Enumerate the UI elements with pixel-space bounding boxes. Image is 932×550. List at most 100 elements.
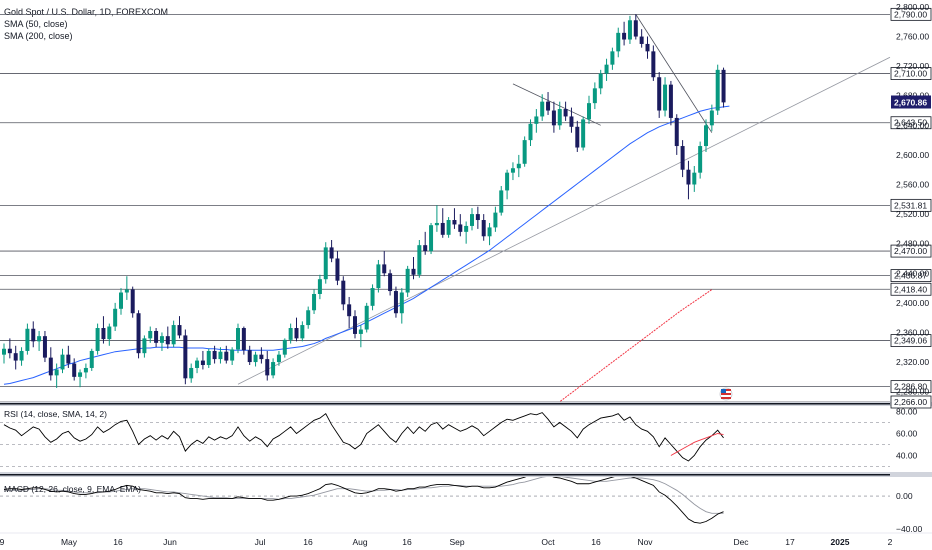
candle-body [505, 172, 510, 191]
candle-body [645, 43, 650, 52]
level-label: 2,710.00 [894, 69, 927, 79]
candle-body [2, 348, 6, 355]
candle-body [7, 348, 12, 354]
candle-body [557, 109, 562, 126]
sma50-legend[interactable]: SMA (50, close) [4, 19, 68, 29]
candle-body [704, 125, 708, 147]
sma200-line [560, 289, 713, 402]
macd-legend[interactable]: MACD (12, 26, close, 9, EMA, EMA) [4, 484, 141, 494]
level-label: 2,790.00 [894, 9, 927, 19]
candle-body [575, 126, 580, 148]
candle-body [236, 328, 240, 350]
y-tick-label: 2,280.00 [896, 387, 929, 397]
candle-body [306, 310, 311, 326]
macd-signal-line [3, 475, 724, 514]
candle-body [212, 350, 217, 360]
candle-body [241, 328, 246, 351]
candle-body [592, 88, 597, 104]
candle-body [493, 212, 498, 228]
candle-body [247, 350, 252, 363]
us-flag-icon-stripe [721, 397, 731, 399]
y-tick-label: 2,320.00 [896, 357, 929, 367]
candle-body [668, 84, 673, 118]
level-label-box [890, 7, 932, 21]
candle-body [66, 354, 71, 364]
candle-body [89, 350, 94, 368]
us-flag-icon-stripe [721, 393, 731, 395]
level-label: 2,266.00 [894, 397, 927, 407]
candle-body [446, 220, 451, 235]
candle-body [335, 258, 340, 281]
candle-body [312, 293, 317, 311]
candle-body [19, 350, 24, 361]
candle-body [124, 289, 129, 293]
candle-body [563, 109, 568, 117]
y-tick-label: 2,720.00 [896, 61, 929, 71]
x-tick-label: 17 [785, 537, 795, 547]
x-tick-label: Sep [449, 537, 464, 547]
pane-divider-line [0, 403, 890, 405]
candle-body [604, 64, 609, 74]
candle-body [434, 222, 439, 226]
y-tick-label: 2,560.00 [896, 180, 929, 190]
candle-body [54, 369, 59, 376]
candle-body [72, 363, 77, 377]
candle-body [622, 32, 627, 40]
x-tick-label: Nov [637, 537, 653, 547]
x-tick-label: Oct [541, 537, 555, 547]
x-tick-label: Jun [163, 537, 177, 547]
candle-body [616, 32, 621, 52]
level-label-box [890, 244, 932, 258]
rsi-ma-line [670, 433, 724, 456]
candle-body [83, 367, 88, 373]
symbol-title[interactable]: Gold Spot / U.S. Dollar, 1D, FOREXCOM [4, 7, 169, 17]
candle-body [282, 339, 287, 355]
candle-body [60, 354, 65, 370]
candle-body [341, 280, 346, 305]
candle-body [294, 328, 299, 339]
y-tick-label: 2,640.00 [896, 120, 929, 130]
level-label: 2,436.87 [894, 271, 927, 281]
candle-body [674, 117, 679, 147]
candle-body [259, 354, 264, 360]
rsi-tick-label: 60.00 [896, 429, 918, 439]
candle-body [276, 354, 281, 363]
candle-body [399, 292, 404, 314]
candle-body [657, 77, 662, 111]
level-label-box [890, 380, 932, 394]
trendline-resistance [635, 14, 713, 133]
candle-body [25, 328, 30, 351]
candle-body [510, 168, 515, 173]
us-flag-icon-canton [721, 389, 726, 393]
candle-body [95, 328, 100, 351]
candle-body [452, 220, 457, 225]
candle-body [440, 222, 445, 235]
y-tick-label: 2,760.00 [896, 32, 929, 42]
candle-body [154, 330, 159, 343]
level-label-box [890, 395, 932, 409]
current-price-label: 2,670.86 [894, 97, 927, 107]
candle-body [528, 123, 533, 141]
x-tick-label: 2 [888, 537, 893, 547]
candle-body [189, 367, 194, 379]
candle-body [470, 214, 474, 226]
rsi-legend[interactable]: RSI (14, close, SMA, 14, 2) [4, 409, 107, 419]
candle-body [113, 308, 118, 327]
candle-body [148, 330, 153, 339]
candle-body [376, 264, 381, 289]
candle-body [522, 140, 527, 164]
candle-body [48, 357, 53, 376]
y-tick-label: 2,600.00 [896, 150, 929, 160]
candle-body [142, 338, 147, 354]
candle-body [698, 146, 703, 173]
candle-body [224, 351, 229, 361]
rsi-pane [0, 412, 890, 467]
candle-body [639, 36, 644, 44]
level-label: 2,286.80 [894, 382, 927, 392]
candle-body [347, 304, 352, 317]
level-label-box [890, 116, 932, 130]
sma200-legend[interactable]: SMA (200, close) [4, 31, 73, 41]
candle-body [13, 353, 18, 361]
